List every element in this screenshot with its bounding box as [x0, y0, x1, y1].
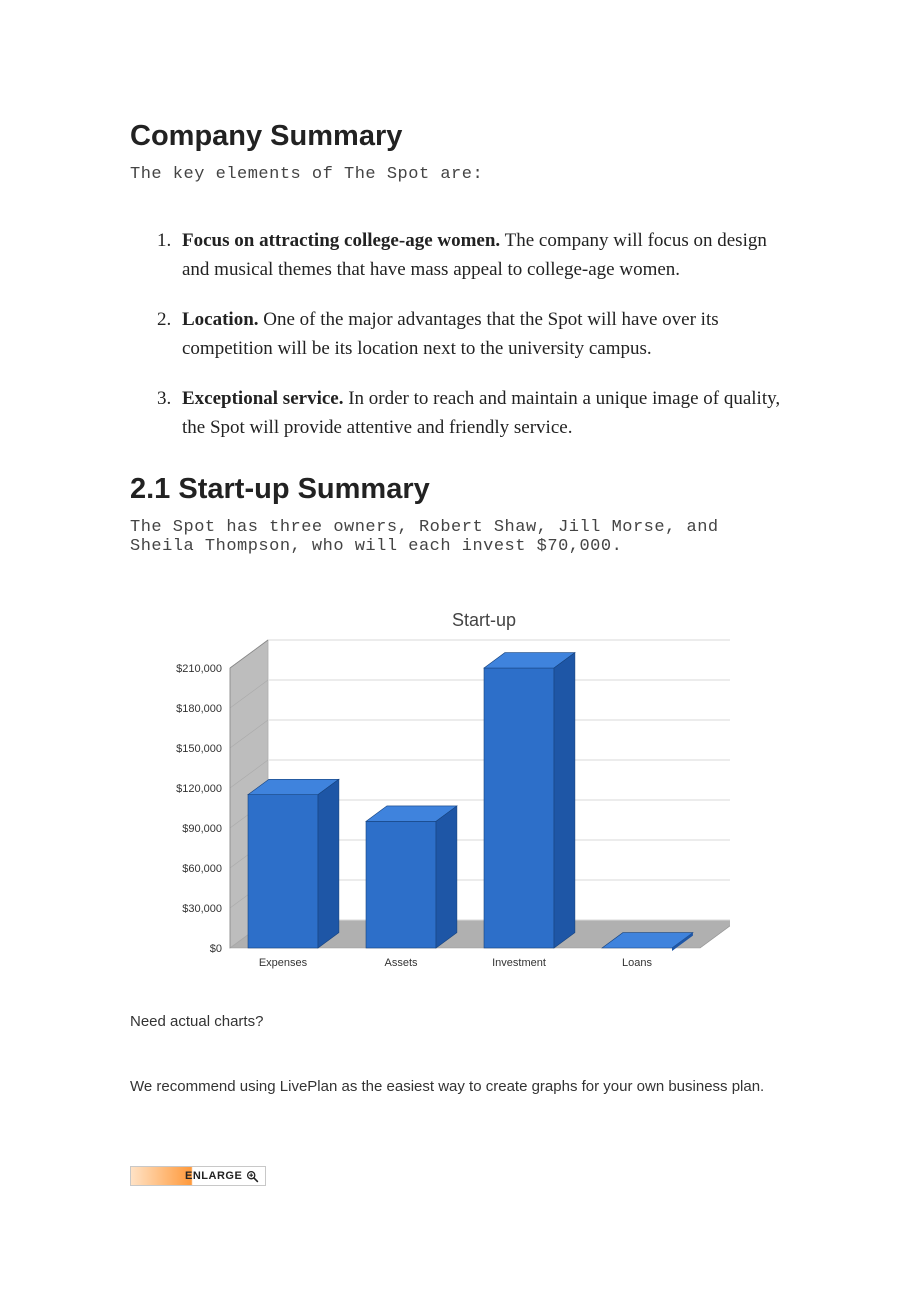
company-summary-heading: Company Summary: [130, 120, 790, 153]
company-summary-intro: The key elements of The Spot are:: [130, 165, 790, 184]
enlarge-label: ENLARGE: [185, 1170, 242, 1182]
startup-summary-intro: The Spot has three owners, Robert Shaw, …: [130, 518, 790, 556]
need-charts-text: Need actual charts?: [130, 1013, 790, 1030]
svg-text:$60,000: $60,000: [182, 863, 222, 875]
list-item-lead: Exceptional service.: [182, 388, 343, 409]
startup-chart: Start-up $0 $30,000 $60,000 $90,000 $120,000 $…: [130, 598, 790, 1003]
svg-text:Loans: Loans: [622, 957, 652, 969]
svg-text:$120,000: $120,000: [176, 783, 222, 795]
svg-text:Expenses: Expenses: [259, 957, 308, 969]
svg-text:Start-up: Start-up: [452, 610, 516, 630]
svg-text:$0: $0: [210, 943, 222, 955]
recommend-text: We recommend using LivePlan as the easie…: [130, 1076, 790, 1099]
list-item-rest: One of the major advantages that the Spo…: [182, 309, 719, 359]
list-item: Exceptional service. In order to reach a…: [176, 384, 790, 443]
svg-text:$180,000: $180,000: [176, 703, 222, 715]
svg-text:$90,000: $90,000: [182, 823, 222, 835]
svg-text:$30,000: $30,000: [182, 903, 222, 915]
startup-summary-heading: 2.1 Start-up Summary: [130, 473, 790, 506]
svg-text:$150,000: $150,000: [176, 743, 222, 755]
list-item: Focus on attracting college-age women. T…: [176, 226, 790, 285]
svg-text:$210,000: $210,000: [176, 663, 222, 675]
startup-bar-chart-svg: Start-up $0 $30,000 $60,000 $90,000 $120,000 $…: [130, 598, 730, 998]
list-item: Location. One of the major advantages th…: [176, 305, 790, 364]
key-elements-list: Focus on attracting college-age women. T…: [130, 226, 790, 443]
magnify-plus-icon: [246, 1170, 259, 1183]
svg-text:Investment: Investment: [492, 957, 546, 969]
list-item-lead: Location.: [182, 309, 259, 330]
list-item-lead: Focus on attracting college-age women.: [182, 230, 500, 251]
svg-text:Assets: Assets: [384, 957, 418, 969]
enlarge-button[interactable]: ENLARGE: [130, 1166, 266, 1186]
